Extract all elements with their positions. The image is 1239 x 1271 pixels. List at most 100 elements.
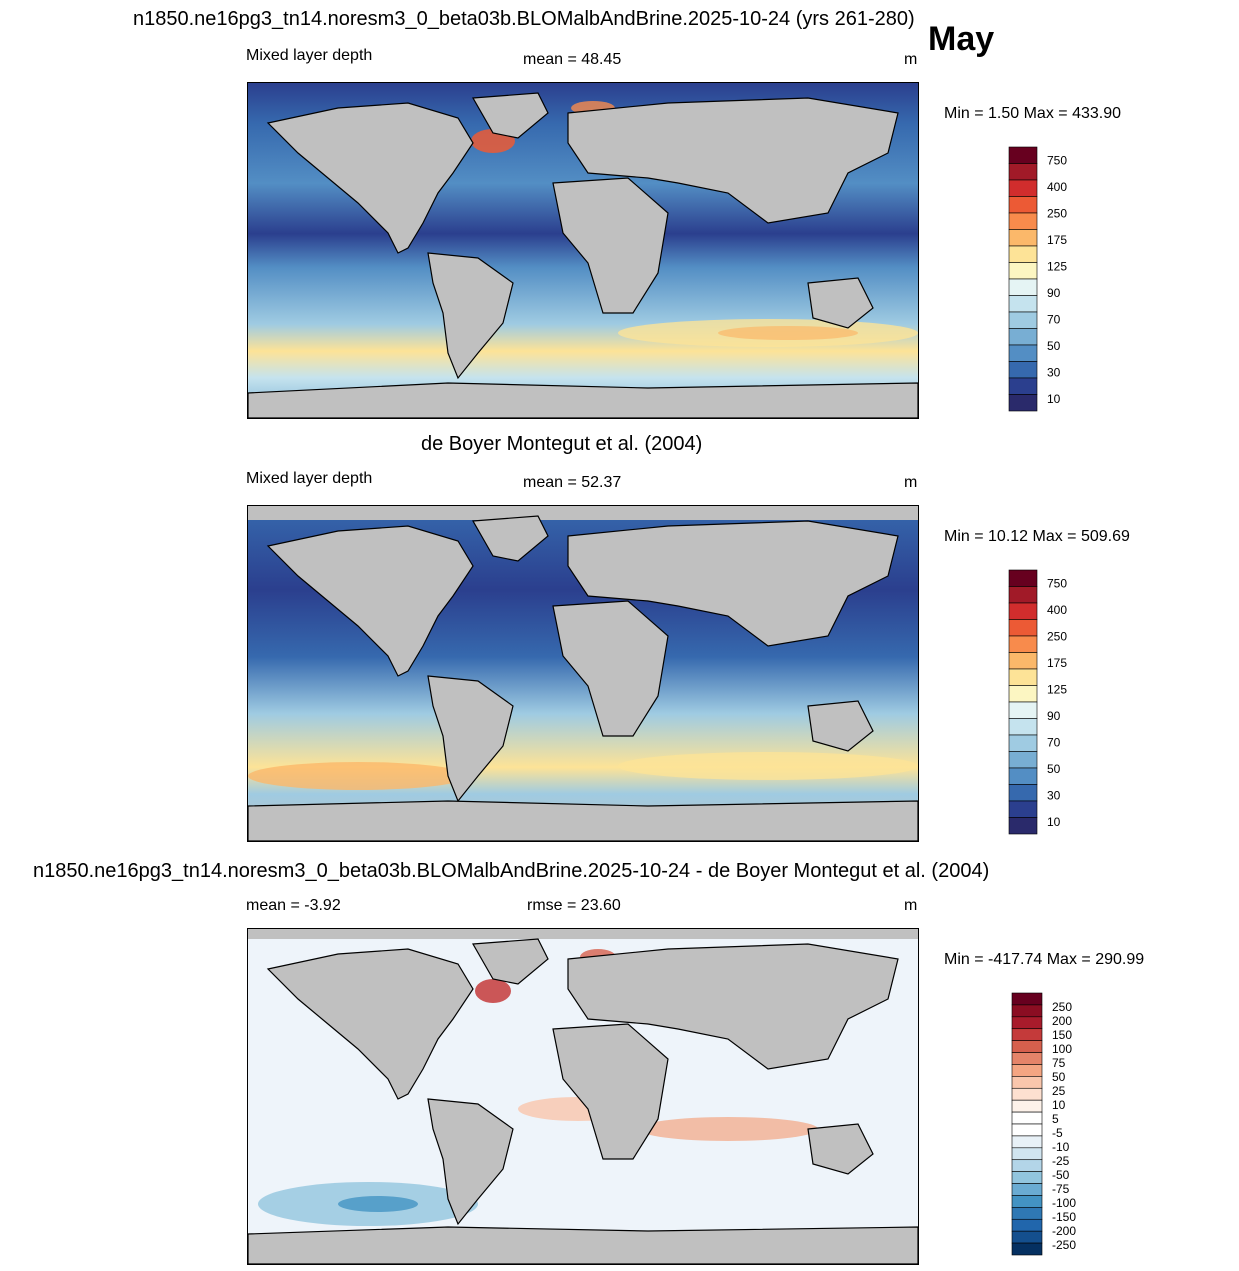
panel3-colorbar-box — [1011, 1004, 1043, 1018]
panel1-africa — [552, 177, 669, 314]
panel2-map — [247, 505, 919, 842]
panel2-antarctica — [248, 800, 918, 841]
panel3-colorbar-tick-label: 25 — [1052, 1084, 1066, 1098]
panel3-colorbar-svg: 250200150100755025105-5-10-25-50-75-100-… — [1011, 992, 1076, 1256]
panel1-colorbar-tick-label: 125 — [1047, 260, 1067, 274]
panel3-antarctica — [248, 1226, 918, 1264]
panel1-variable: Mixed layer depth — [246, 47, 373, 64]
panel1-colorbar-svg: 750 400 250 175 125 90 70 50 30 10 — [1008, 146, 1067, 412]
panel3-colorbar-box — [1011, 992, 1043, 1006]
panel3-colorbar-box — [1011, 1159, 1043, 1172]
panel2-colorbar-box — [1008, 668, 1038, 686]
panel3-colorbar-box — [1011, 1147, 1043, 1161]
panel2-indian-band — [618, 752, 918, 780]
panel1-colorbar-tick-label: 90 — [1047, 286, 1061, 300]
panel2-colorbar-svg: 750 400 250 175 125 90 70 50 30 10 — [1008, 569, 1067, 835]
panel3-colorbar-tick-label: 5 — [1052, 1112, 1059, 1126]
panel3-labrador-red — [475, 979, 511, 1003]
panel3-colorbar-tick-label: -100 — [1052, 1196, 1076, 1210]
panel3-colorbar-tick-label: 250 — [1052, 1000, 1072, 1014]
panel2-colorbar-box — [1008, 767, 1038, 785]
panel2-minmax: Min = 10.12 Max = 509.69 — [944, 528, 1130, 545]
panel1-colorbar-tick-label: 70 — [1047, 313, 1061, 327]
panel1-colorbar-box — [1008, 146, 1038, 164]
panel3-africa — [552, 1023, 669, 1160]
panel1-colorbar-box — [1008, 179, 1038, 197]
panel3-colorbar-box — [1011, 1171, 1043, 1184]
panel1-colorbar-box — [1008, 196, 1038, 214]
panel2-arctic-missing — [248, 506, 918, 520]
panel1-antarctica — [248, 382, 918, 418]
panel1-land — [248, 92, 918, 418]
panel2-colorbar-tick-label: 50 — [1047, 762, 1061, 776]
panel2-colorbar-box — [1008, 751, 1038, 769]
panel1-colorbar-box — [1008, 278, 1038, 296]
panel2-land — [248, 515, 918, 841]
panel3-colorbar-tick-label: -25 — [1052, 1154, 1070, 1168]
panel2-colorbar-tick-label: 90 — [1047, 709, 1061, 723]
panel2-colorbar-box — [1008, 619, 1038, 637]
panel3-colorbar-box — [1011, 1040, 1043, 1053]
panel1-north-america — [266, 102, 474, 254]
panel2-colorbar-tick-label: 750 — [1047, 577, 1067, 591]
panel2-colorbar: 750 400 250 175 125 90 70 50 30 10 — [1008, 569, 1089, 836]
panel1-colorbar-box — [1008, 361, 1038, 379]
panel2-africa — [552, 600, 669, 737]
panel1-units: m — [904, 51, 918, 68]
panel1-colorbar-tick-label: 175 — [1047, 233, 1067, 247]
panel1-colorbar-box — [1008, 212, 1038, 230]
panel2-south-america — [427, 675, 514, 803]
panel2-colorbar-tick-label: 10 — [1047, 815, 1061, 829]
panel1-colorbar-tick-label: 50 — [1047, 339, 1061, 353]
panel2-colorbar-box — [1008, 718, 1038, 736]
panel1-colorbar-box — [1008, 311, 1038, 329]
panel3-arctic-missing — [248, 929, 918, 939]
panel2-colorbar-box — [1008, 817, 1038, 835]
panel1-colorbar-box — [1008, 163, 1038, 181]
panel2-australia — [807, 700, 874, 752]
panel3-colorbar-tick-label: 100 — [1052, 1042, 1072, 1056]
panel3-eurasia — [567, 943, 899, 1070]
panel3-colorbar-tick-label: 200 — [1052, 1014, 1072, 1028]
month-label: May — [928, 20, 995, 58]
panel1-south-america — [427, 252, 514, 380]
panel3-mean: mean = -3.92 — [246, 897, 341, 914]
panel2-colorbar-box — [1008, 569, 1038, 587]
panel3-rmse: rmse = 23.60 — [527, 897, 621, 914]
panel3-colorbar-tick-label: -150 — [1052, 1210, 1076, 1224]
panel1-southern-ocean-core — [718, 326, 858, 340]
panel3-indian-red — [638, 1117, 818, 1141]
panel2-colorbar-box — [1008, 800, 1038, 818]
panel1-mean: mean = 48.45 — [523, 51, 622, 68]
panel1-map — [247, 82, 919, 419]
panel2-eurasia — [567, 520, 899, 647]
panel3-colorbar-tick-label: -250 — [1052, 1238, 1076, 1252]
panel1-colorbar-tick-label: 10 — [1047, 392, 1061, 406]
panel1-eurasia — [567, 97, 899, 224]
panel2-colorbar-box — [1008, 734, 1038, 752]
panel3-pacific-blue-core — [338, 1196, 418, 1212]
panel2-colorbar-box — [1008, 784, 1038, 802]
panel3-colorbar-tick-label: 50 — [1052, 1070, 1066, 1084]
panel3-title: n1850.ne16pg3_tn14.noresm3_0_beta03b.BLO… — [33, 860, 990, 882]
panel3-colorbar-tick-label: -50 — [1052, 1168, 1070, 1182]
panel3-land — [248, 938, 918, 1264]
panel2-colorbar-tick-label: 175 — [1047, 656, 1067, 670]
panel1-colorbar-tick-label: 750 — [1047, 154, 1067, 168]
panel2-units: m — [904, 474, 918, 491]
panel2-pacific-band — [248, 762, 468, 790]
panel1-colorbar-tick-label: 250 — [1047, 207, 1067, 221]
panel3-north-america — [266, 948, 474, 1100]
panel2-variable: Mixed layer depth — [246, 470, 373, 487]
panel3-colorbar-box — [1011, 1087, 1043, 1101]
panel2-colorbar-box — [1008, 602, 1038, 620]
panel3-greenland — [472, 938, 549, 985]
panel2-colorbar-box — [1008, 685, 1038, 703]
panel1-colorbar-tick-label: 30 — [1047, 366, 1061, 380]
panel2-mean: mean = 52.37 — [523, 474, 622, 491]
panel3-colorbar-box — [1011, 1099, 1043, 1113]
panel3-colorbar-tick-label: -10 — [1052, 1140, 1070, 1154]
panel3-units: m — [904, 897, 918, 914]
panel3-colorbar-box — [1011, 1183, 1043, 1196]
panel3-colorbar-box — [1011, 1123, 1043, 1137]
